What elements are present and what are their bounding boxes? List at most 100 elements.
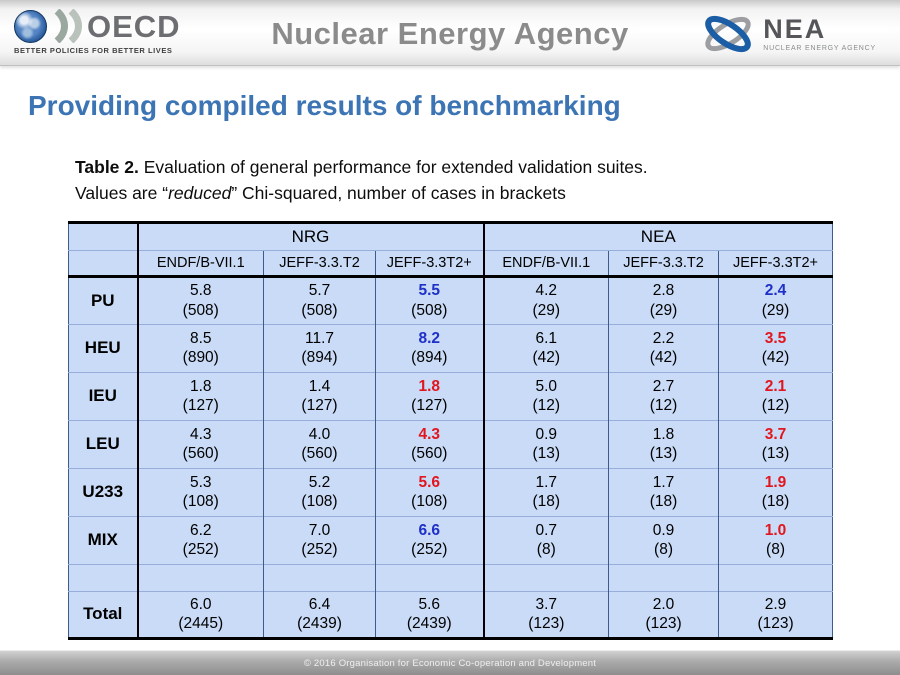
chi-squared-value: 2.9 bbox=[764, 595, 787, 613]
corner-cell bbox=[68, 249, 138, 278]
chi-squared-value: 5.8 bbox=[189, 282, 212, 300]
case-count: (8) bbox=[766, 541, 785, 558]
nea-tagline: NUCLEAR ENERGY AGENCY bbox=[763, 45, 876, 52]
value-cell: 11.7 (894) bbox=[263, 323, 376, 372]
chi-squared-value: 4.0 bbox=[308, 425, 331, 443]
case-count: (42) bbox=[532, 349, 561, 366]
caption-line2-post: ” Chi-squared, number of cases in bracke… bbox=[231, 183, 566, 204]
chi-squared-value: 1.7 bbox=[652, 473, 675, 491]
case-count: (108) bbox=[411, 493, 448, 510]
value-cell: 2.1 (12) bbox=[718, 371, 833, 420]
chi-squared-value: 5.2 bbox=[308, 473, 331, 491]
value-cell: 1.8 (127) bbox=[136, 371, 264, 420]
chi-squared-value: 2.4 bbox=[764, 282, 787, 300]
case-count: (508) bbox=[411, 301, 448, 319]
case-count: (2445) bbox=[178, 615, 224, 632]
total-row: Total 6.0 (2445) 6.4 (2439) 5.6 (2439) 3.7 (123)… bbox=[68, 590, 833, 638]
chi-squared-value: 6.1 bbox=[535, 329, 558, 347]
case-count: (18) bbox=[532, 493, 561, 510]
case-count: (508) bbox=[301, 301, 338, 319]
value-cell: 1.8 (127) bbox=[374, 371, 484, 420]
value-cell: 1.7 (18) bbox=[482, 467, 609, 516]
value-cell: 0.9 (8) bbox=[608, 515, 719, 564]
material-row: U233 5.3 (108) 5.2 (108) 5.6 (108) 1.7 (18) 1.7 (1… bbox=[68, 467, 833, 516]
chi-squared-value: 5.6 bbox=[418, 595, 441, 613]
value-cell: 0.9 (13) bbox=[482, 419, 609, 468]
material-row: HEU 8.5 (890) 11.7 (894) 8.2 (894) 6.1 (42) 2.2 (4… bbox=[68, 323, 833, 372]
case-count: (108) bbox=[182, 493, 219, 510]
value-cell: 6.0 (2445) bbox=[136, 590, 264, 638]
case-count: (252) bbox=[301, 541, 338, 558]
value-cell bbox=[608, 563, 719, 591]
chi-squared-value: 2.0 bbox=[652, 595, 675, 613]
value-cell: 2.7 (12) bbox=[608, 371, 719, 420]
case-count: (8) bbox=[536, 541, 556, 558]
value-cell: 2.0 (123) bbox=[608, 590, 719, 638]
value-cell bbox=[482, 563, 609, 591]
value-cell: 8.5 (890) bbox=[136, 323, 264, 372]
value-cell: 6.2 (252) bbox=[136, 515, 264, 564]
column-header: JEFF-3.3T2+ bbox=[718, 249, 833, 278]
chi-squared-value: 5.3 bbox=[189, 473, 212, 491]
value-cell: 5.7 (508) bbox=[263, 275, 376, 324]
case-count: (890) bbox=[182, 349, 219, 366]
chi-squared-value: 5.5 bbox=[418, 282, 441, 300]
group-header-nrg: NRG bbox=[136, 221, 484, 250]
chi-squared-value: 6.4 bbox=[308, 595, 331, 613]
case-count: (12) bbox=[532, 397, 561, 414]
slide-title: Providing compiled results of benchmarki… bbox=[28, 90, 621, 121]
value-cell: 3.7 (13) bbox=[718, 419, 833, 468]
chi-squared-value: 1.8 bbox=[418, 377, 441, 395]
oecd-logo: OECD BETTER POLICIES FOR BETTER LIVES bbox=[14, 9, 181, 55]
case-count: (123) bbox=[757, 615, 794, 632]
case-count: (29) bbox=[649, 301, 678, 319]
chi-squared-value: 1.7 bbox=[535, 473, 558, 491]
chi-squared-value: 3.5 bbox=[764, 329, 787, 347]
chi-squared-value: 11.7 bbox=[304, 329, 335, 347]
value-cell: 5.3 (108) bbox=[136, 467, 264, 516]
case-count: (18) bbox=[649, 493, 678, 510]
corner-cell bbox=[68, 221, 138, 250]
row-label: MIX bbox=[68, 515, 138, 564]
chi-squared-value: 4.3 bbox=[418, 425, 441, 443]
case-count: (29) bbox=[532, 301, 561, 319]
case-count: (2439) bbox=[297, 615, 342, 632]
group-header-nea: NEA bbox=[482, 221, 833, 250]
oecd-chevrons-icon bbox=[54, 9, 82, 43]
nea-atom-icon bbox=[705, 15, 752, 53]
header-title: Nuclear Energy Agency bbox=[271, 16, 629, 51]
column-header: ENDF/B-VII.1 bbox=[136, 249, 264, 278]
case-count: (560) bbox=[411, 445, 448, 462]
value-cell: 5.2 (108) bbox=[263, 467, 376, 516]
value-cell: 5.0 (12) bbox=[482, 371, 609, 420]
row-label bbox=[68, 563, 138, 591]
chi-squared-value: 2.7 bbox=[652, 377, 675, 395]
value-cell: 5.8 (508) bbox=[136, 275, 264, 324]
oecd-wordmark: OECD bbox=[87, 8, 181, 44]
value-cell: 8.2 (894) bbox=[374, 323, 484, 372]
case-count: (127) bbox=[182, 397, 219, 414]
value-cell bbox=[374, 563, 484, 591]
row-label: U233 bbox=[68, 467, 138, 516]
chi-squared-value: 5.6 bbox=[418, 473, 441, 491]
value-cell: 1.4 (127) bbox=[263, 371, 376, 420]
value-cell bbox=[136, 563, 264, 591]
value-cell: 4.3 (560) bbox=[374, 419, 484, 468]
case-count: (108) bbox=[301, 493, 338, 510]
chi-squared-value: 0.7 bbox=[535, 521, 558, 539]
chi-squared-value: 5.7 bbox=[308, 282, 331, 300]
header-bar: OECD BETTER POLICIES FOR BETTER LIVES Nu… bbox=[0, 0, 900, 66]
case-count: (42) bbox=[649, 349, 678, 366]
caption-label: Table 2. bbox=[75, 157, 139, 177]
row-label: Total bbox=[68, 590, 138, 638]
oecd-globe-icon bbox=[14, 9, 47, 43]
material-row: LEU 4.3 (560) 4.0 (560) 4.3 (560) 0.9 (13) 1.8 (13… bbox=[68, 419, 833, 468]
column-header: JEFF-3.3.T2 bbox=[608, 249, 719, 278]
caption-line1: Evaluation of general performance for ex… bbox=[138, 157, 648, 177]
value-cell: 6.6 (252) bbox=[374, 515, 484, 564]
chi-squared-value: 6.2 bbox=[189, 521, 212, 539]
value-cell: 7.0 (252) bbox=[263, 515, 376, 564]
caption-italic-word: reduced bbox=[168, 183, 232, 204]
case-count: (127) bbox=[301, 397, 338, 414]
chi-squared-value: 3.7 bbox=[764, 425, 787, 443]
